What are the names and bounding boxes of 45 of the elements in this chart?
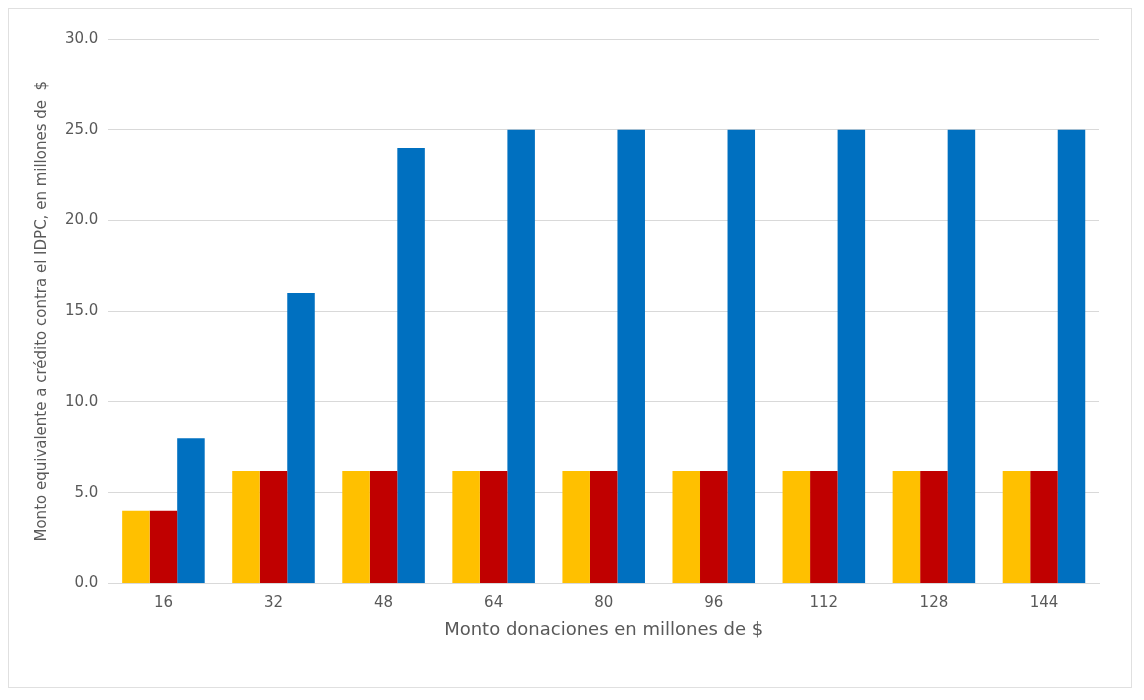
x-tick-label: 32 bbox=[263, 593, 284, 612]
y-tick-label: 15.0 bbox=[64, 301, 99, 320]
bar bbox=[810, 470, 838, 583]
bar bbox=[259, 470, 288, 583]
bar bbox=[369, 470, 398, 583]
x-tick-label: 16 bbox=[153, 593, 173, 612]
x-axis-title: Monto donaciones en millones de $ bbox=[444, 617, 764, 639]
y-tick-label: 30.0 bbox=[64, 28, 99, 47]
x-tick-label: 96 bbox=[704, 593, 724, 612]
y-tick-label: 25.0 bbox=[64, 119, 99, 138]
x-tick-label: 144 bbox=[1029, 593, 1059, 612]
bar bbox=[920, 470, 948, 583]
bar bbox=[1030, 470, 1058, 583]
bar bbox=[672, 470, 701, 583]
y-tick-label: 5.0 bbox=[74, 482, 99, 501]
bar bbox=[507, 129, 535, 583]
y-tick-label: 0.0 bbox=[74, 573, 99, 592]
bar bbox=[452, 470, 480, 583]
bar bbox=[727, 129, 756, 583]
bar bbox=[589, 470, 618, 583]
x-tick-label: 80 bbox=[594, 593, 614, 612]
bar bbox=[397, 147, 425, 583]
bar bbox=[287, 293, 315, 583]
x-tick-label: 112 bbox=[809, 593, 839, 612]
bar bbox=[562, 470, 590, 583]
bar bbox=[1002, 470, 1031, 583]
y-axis-title: Monto equivalente a crédito contra el IDPC, en millones de $ bbox=[31, 80, 50, 542]
bar bbox=[342, 470, 370, 583]
y-tick-label: 20.0 bbox=[64, 210, 99, 229]
x-tick-label: 64 bbox=[484, 593, 504, 612]
bar bbox=[837, 129, 866, 583]
bar bbox=[232, 470, 260, 583]
bar bbox=[947, 129, 976, 583]
bar bbox=[782, 470, 811, 583]
bar bbox=[149, 510, 178, 583]
bar bbox=[177, 438, 205, 583]
bar bbox=[479, 470, 508, 583]
bar bbox=[122, 510, 150, 583]
bar bbox=[892, 470, 921, 583]
y-tick-label: 10.0 bbox=[64, 391, 99, 410]
bar bbox=[700, 470, 728, 583]
x-tick-label: 128 bbox=[919, 593, 949, 612]
bar bbox=[617, 129, 645, 583]
bar bbox=[1057, 129, 1086, 583]
x-tick-label: 48 bbox=[374, 593, 394, 612]
